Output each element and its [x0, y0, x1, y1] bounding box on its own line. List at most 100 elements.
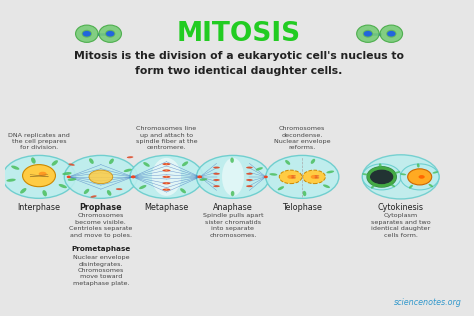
Ellipse shape [89, 158, 94, 164]
Ellipse shape [52, 160, 58, 166]
Ellipse shape [327, 171, 334, 173]
Ellipse shape [213, 167, 220, 168]
Ellipse shape [64, 155, 137, 198]
Ellipse shape [230, 157, 234, 163]
Ellipse shape [163, 163, 171, 165]
Ellipse shape [89, 170, 113, 184]
Ellipse shape [107, 190, 111, 196]
Ellipse shape [7, 179, 16, 182]
Ellipse shape [130, 155, 203, 198]
Circle shape [264, 175, 268, 178]
Ellipse shape [75, 25, 98, 42]
Ellipse shape [380, 25, 402, 42]
Ellipse shape [163, 176, 171, 178]
Ellipse shape [213, 179, 220, 181]
Text: Chromosomes line
up and attach to
spindle fiber at the
centromere.: Chromosomes line up and attach to spindl… [136, 126, 197, 150]
Ellipse shape [356, 25, 379, 42]
Circle shape [387, 31, 395, 37]
Ellipse shape [386, 30, 396, 38]
Ellipse shape [246, 167, 253, 168]
Circle shape [197, 175, 201, 178]
Ellipse shape [11, 166, 19, 170]
Text: Prophase: Prophase [80, 204, 122, 212]
Circle shape [401, 164, 439, 190]
Ellipse shape [419, 175, 425, 179]
Text: Cytoplasm
separates and two
identical daughter
cells form.: Cytoplasm separates and two identical da… [371, 213, 430, 238]
Ellipse shape [90, 196, 97, 198]
Ellipse shape [163, 189, 171, 191]
Ellipse shape [323, 185, 330, 188]
Circle shape [132, 175, 136, 178]
Ellipse shape [400, 173, 406, 175]
Ellipse shape [246, 179, 253, 181]
Circle shape [364, 31, 372, 37]
Ellipse shape [394, 171, 400, 173]
Ellipse shape [124, 169, 132, 172]
Text: Mitosis is the division of a eukaryotic cell's nucleus to
form two identical dau: Mitosis is the division of a eukaryotic … [74, 51, 404, 76]
Ellipse shape [84, 189, 89, 194]
Ellipse shape [99, 25, 121, 42]
Text: Telophase: Telophase [283, 204, 322, 212]
Ellipse shape [379, 163, 382, 167]
Circle shape [106, 31, 114, 37]
Ellipse shape [315, 175, 319, 177]
Ellipse shape [287, 175, 294, 179]
Ellipse shape [391, 184, 395, 187]
Ellipse shape [163, 182, 171, 184]
Circle shape [368, 168, 395, 186]
Circle shape [82, 31, 91, 37]
Ellipse shape [196, 155, 270, 198]
Ellipse shape [362, 173, 368, 175]
Ellipse shape [417, 163, 419, 167]
Ellipse shape [269, 173, 277, 176]
Circle shape [165, 176, 167, 178]
Text: Metaphase: Metaphase [144, 204, 189, 212]
Ellipse shape [428, 184, 433, 187]
Ellipse shape [363, 30, 373, 38]
Ellipse shape [409, 185, 413, 189]
Ellipse shape [291, 177, 296, 179]
Ellipse shape [39, 172, 47, 176]
Ellipse shape [362, 155, 439, 199]
Ellipse shape [68, 178, 76, 181]
Ellipse shape [105, 30, 115, 38]
Ellipse shape [62, 172, 72, 175]
Text: Spindle pulls apart
sister chromatids
into separate
chromosomes.: Spindle pulls apart sister chromatids in… [203, 213, 263, 238]
Ellipse shape [59, 184, 67, 188]
Ellipse shape [231, 191, 235, 196]
Ellipse shape [68, 164, 75, 166]
Ellipse shape [246, 173, 253, 175]
Circle shape [23, 165, 55, 187]
Text: MITOSIS: MITOSIS [177, 21, 301, 47]
Ellipse shape [143, 162, 150, 167]
Ellipse shape [311, 159, 315, 164]
Text: DNA replicates and
the cell prepares
for division.: DNA replicates and the cell prepares for… [8, 133, 70, 150]
Ellipse shape [127, 156, 133, 159]
Ellipse shape [255, 167, 263, 171]
Ellipse shape [200, 178, 207, 181]
Ellipse shape [163, 169, 171, 172]
Text: Prometaphase: Prometaphase [71, 246, 130, 252]
Circle shape [198, 175, 202, 178]
Circle shape [408, 169, 432, 185]
Ellipse shape [139, 185, 146, 189]
Ellipse shape [180, 188, 186, 193]
Circle shape [67, 175, 71, 178]
Ellipse shape [42, 190, 47, 196]
Ellipse shape [152, 158, 181, 196]
Ellipse shape [432, 171, 438, 173]
Text: Chromosomes
become visible.
Centrioles separate
and move to poles.: Chromosomes become visible. Centrioles s… [69, 213, 133, 238]
Circle shape [165, 163, 167, 165]
Ellipse shape [182, 161, 188, 166]
Ellipse shape [278, 186, 284, 190]
Ellipse shape [109, 159, 114, 164]
Ellipse shape [303, 170, 325, 184]
Ellipse shape [117, 188, 122, 191]
Text: sciencenotes.org: sciencenotes.org [394, 298, 462, 307]
Text: Interphase: Interphase [18, 204, 61, 212]
Ellipse shape [285, 160, 290, 165]
Ellipse shape [213, 173, 220, 175]
Ellipse shape [2, 155, 75, 198]
Ellipse shape [213, 185, 220, 187]
Text: Anaphase: Anaphase [213, 204, 253, 212]
